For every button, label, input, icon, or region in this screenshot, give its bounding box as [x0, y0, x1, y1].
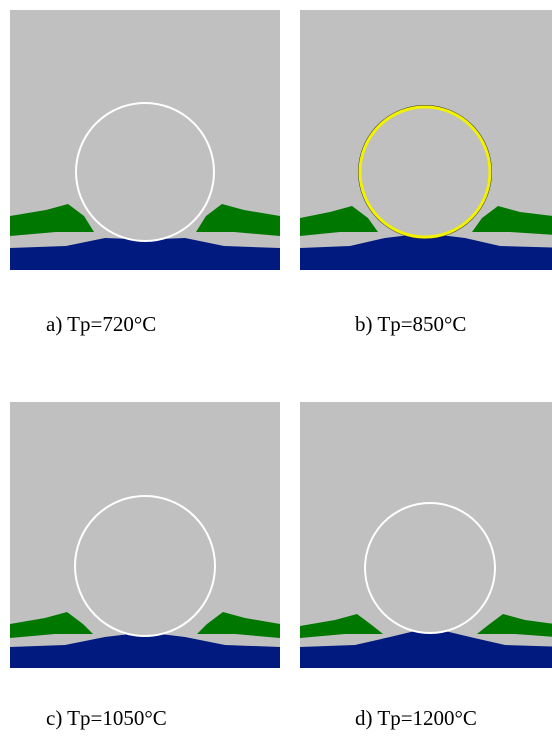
- caption: b) Tp=850°C: [355, 312, 466, 337]
- figure: {"panels": [ {"caption": "a) Tp=720°C"},…: [0, 0, 552, 740]
- caption: a) Tp=720°C: [46, 312, 156, 337]
- particle: [76, 103, 214, 241]
- particle: [75, 496, 215, 636]
- caption: d) Tp=1200°C: [355, 706, 477, 731]
- panel-image: [300, 10, 552, 270]
- caption: c) Tp=1050°C: [46, 706, 167, 731]
- particle: [360, 107, 490, 237]
- particle: [365, 503, 495, 633]
- panel-image: [10, 402, 280, 668]
- panel-image: [10, 10, 280, 270]
- panel-image: [300, 402, 552, 668]
